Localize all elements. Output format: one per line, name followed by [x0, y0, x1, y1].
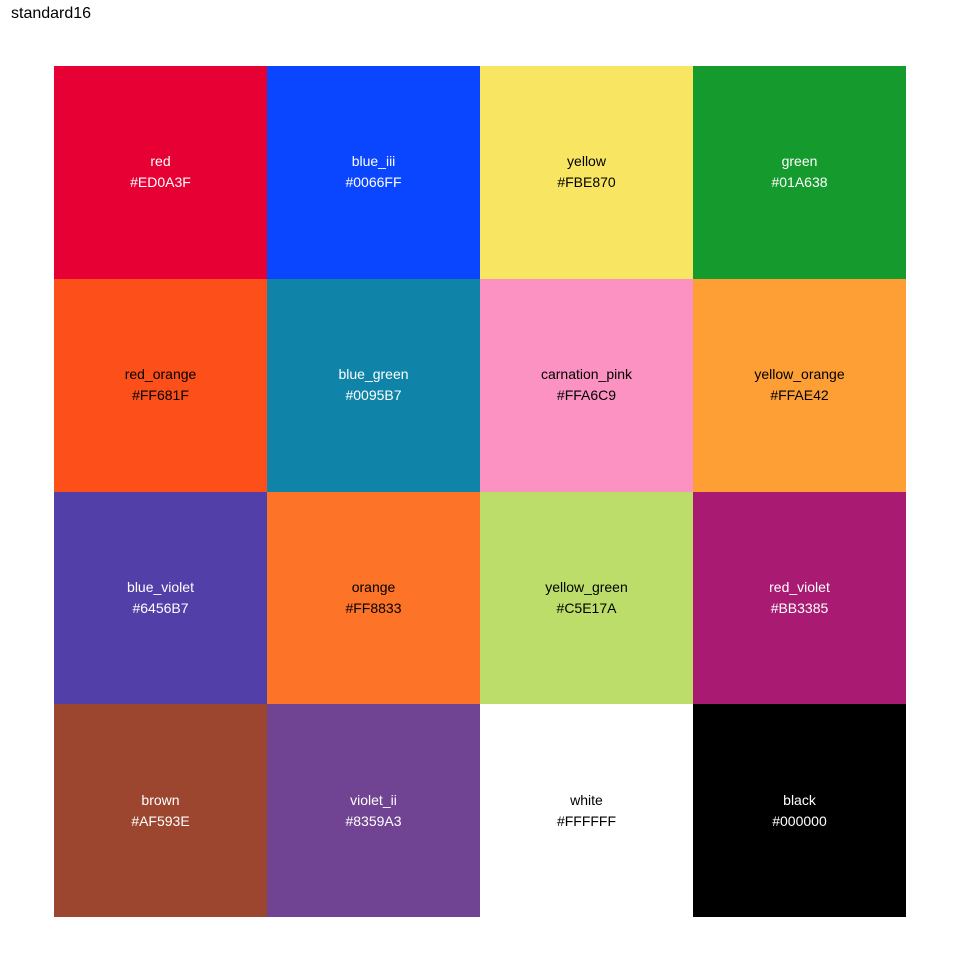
swatch-name: white: [570, 791, 603, 808]
swatch-tile: carnation_pink #FFA6C9: [480, 278, 693, 492]
swatch-hex: #FFFFFF: [556, 812, 617, 829]
swatch-name: red_orange: [124, 366, 197, 383]
swatch-tile: white #FFFFFF: [480, 704, 693, 917]
swatch-hex: #000000: [772, 812, 827, 829]
swatch-name: black: [783, 791, 816, 808]
swatch-name: violet_ii: [350, 791, 397, 808]
swatch-name: yellow_green: [545, 578, 628, 595]
swatch-tile: blue_green #0095B7: [267, 278, 480, 492]
swatch-tile: green #01A638: [693, 66, 906, 279]
swatch-name: yellow: [567, 153, 606, 170]
swatch-tile: black #000000: [693, 704, 906, 917]
swatch-tile: red_orange #FF681F: [54, 278, 267, 492]
chart-title: standard16: [11, 5, 92, 22]
swatch-hex: #0095B7: [345, 387, 402, 404]
swatch-tile: brown #AF593E: [54, 704, 267, 917]
swatch-name: brown: [141, 791, 180, 808]
swatch-tile: blue_iii #0066FF: [267, 66, 480, 279]
swatch-name: red: [150, 153, 171, 170]
swatch-name: red_violet: [769, 578, 830, 595]
swatch-tile: red_violet #BB3385: [693, 491, 906, 705]
swatch-name: orange: [351, 578, 396, 595]
swatch-hex: #AF593E: [131, 812, 190, 829]
swatch-hex: #BB3385: [770, 599, 829, 616]
swatch-hex: #FF8833: [345, 599, 402, 616]
swatch-tile: red #ED0A3F: [54, 66, 267, 279]
swatch-tile: yellow #FBE870: [480, 66, 693, 279]
swatch-name: yellow_orange: [754, 366, 845, 383]
swatch-tile: blue_violet #6456B7: [54, 491, 267, 705]
swatch-name: blue_green: [338, 366, 409, 383]
swatch-name: blue_violet: [127, 578, 194, 595]
swatch-tile: violet_ii #8359A3: [267, 704, 480, 917]
swatch-hex: #0066FF: [345, 174, 402, 191]
swatch-hex: #FFA6C9: [556, 387, 617, 404]
swatch-tile: yellow_orange #FFAE42: [693, 278, 906, 492]
swatch-tile: orange #FF8833: [267, 491, 480, 705]
swatch-hex: #FBE870: [557, 174, 616, 191]
swatch-hex: #FF681F: [132, 387, 189, 404]
swatch-grid: red #ED0A3F blue_iii #0066FF yellow #FBE870 gr…: [54, 66, 906, 917]
swatch-hex: #8359A3: [345, 812, 402, 829]
swatch-hex: #C5E17A: [556, 599, 617, 616]
swatch-hex: #01A638: [771, 174, 828, 191]
swatch-tile: yellow_green #C5E17A: [480, 491, 693, 705]
swatch-hex: #6456B7: [132, 599, 189, 616]
swatch-name: blue_iii: [351, 153, 396, 170]
swatch-name: carnation_pink: [540, 366, 633, 383]
swatch-hex: #ED0A3F: [130, 174, 191, 191]
swatch-hex: #FFAE42: [770, 387, 829, 404]
swatch-name: green: [781, 153, 818, 170]
